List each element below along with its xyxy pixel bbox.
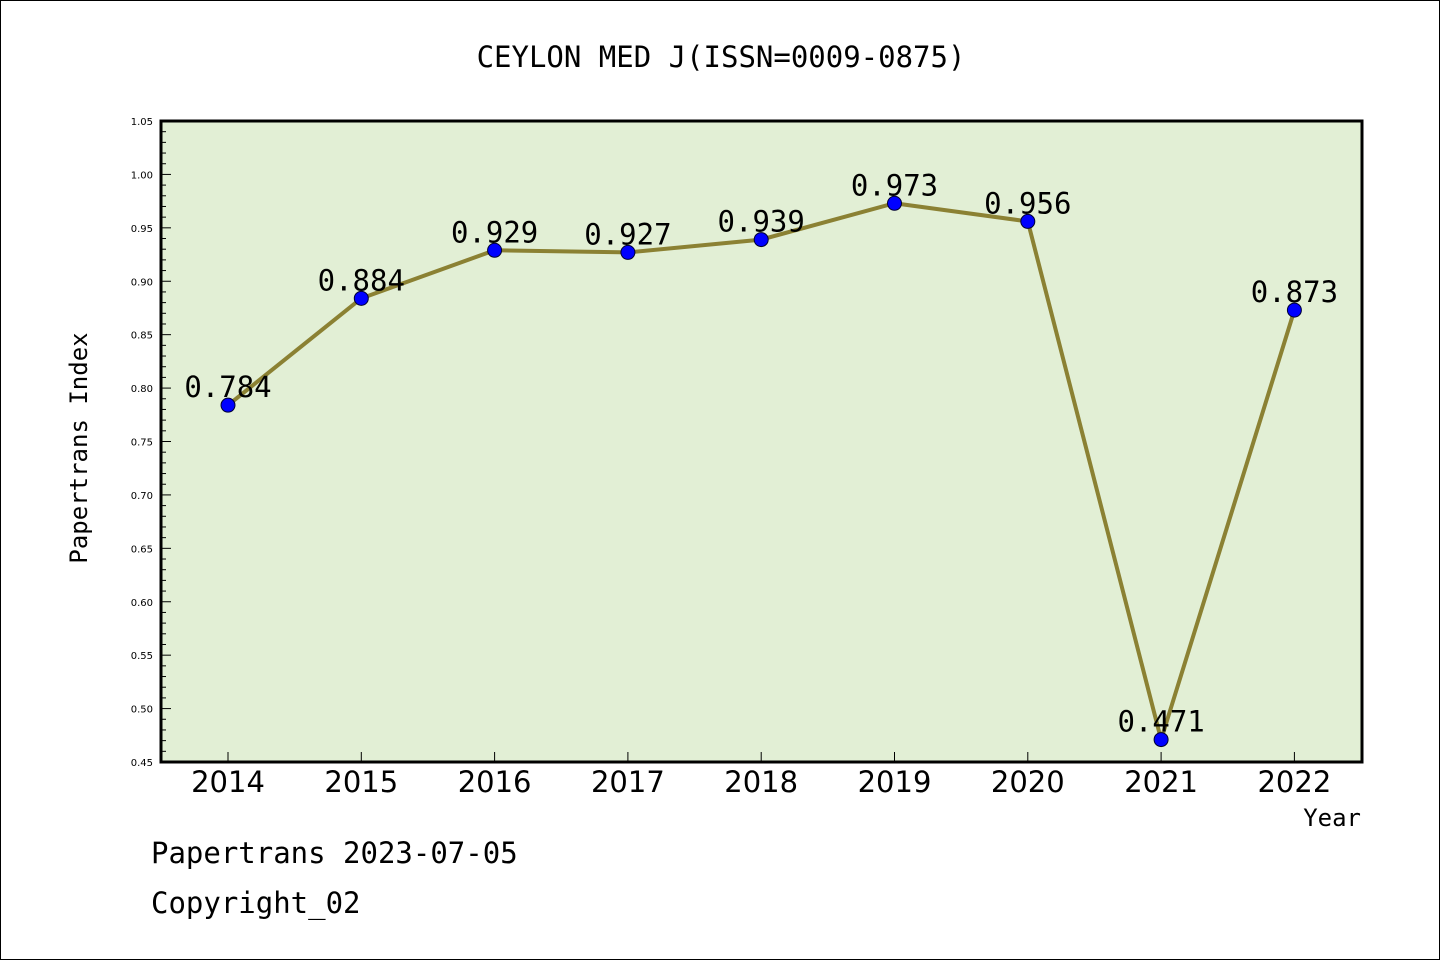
data-label: 0.929 <box>451 215 538 249</box>
x-axis: 2014 2015 2016 2017 2018 2019 2020 2021 2022 <box>191 752 1331 799</box>
x-tick-label: 2021 <box>1124 765 1198 799</box>
y-tick-label: 0.55 <box>131 651 153 662</box>
y-tick-label: 1.05 <box>131 117 153 128</box>
data-label: 0.884 <box>318 263 405 297</box>
y-tick-label: 0.45 <box>131 758 153 769</box>
data-point <box>1153 732 1169 748</box>
y-tick-label: 0.70 <box>131 491 153 502</box>
data-point <box>220 397 236 413</box>
y-tick-label: 0.85 <box>131 331 153 342</box>
x-tick-label: 2020 <box>991 765 1065 799</box>
x-tick-label: 2018 <box>724 765 798 799</box>
data-label: 0.939 <box>718 205 805 239</box>
data-label: 0.471 <box>1117 705 1204 739</box>
data-point <box>887 195 902 211</box>
data-point <box>487 242 503 258</box>
data-label: 0.973 <box>851 168 938 202</box>
data-point <box>1286 302 1302 318</box>
y-tick-label: 0.95 <box>131 224 153 235</box>
y-axis: 0.45 0.50 0.55 0.60 0.65 0.70 0.75 0.80 0.85 0.90… <box>131 117 171 769</box>
data-point <box>753 232 769 248</box>
y-tick-label: 0.90 <box>131 277 153 288</box>
plot-area <box>159 119 1364 764</box>
y-tick-label: 0.50 <box>131 705 153 716</box>
y-axis-label: Papertrans Index <box>65 332 93 563</box>
x-tick-label: 2015 <box>324 765 398 799</box>
data-point <box>353 290 369 306</box>
chart-title: CEYLON MED J(ISSN=0009-0875) <box>477 40 966 74</box>
series-layer: 0.784 0.884 0.929 0.927 0.939 0.973 0.956 0.471… <box>184 168 1338 748</box>
y-tick-label: 0.65 <box>131 544 153 555</box>
data-label: 0.927 <box>584 217 671 251</box>
y-tick-label: 0.60 <box>131 598 153 609</box>
footer-source: Papertrans 2023-07-05 <box>151 836 518 870</box>
data-label: 0.784 <box>184 370 271 404</box>
y-tick-label: 1.00 <box>131 170 153 181</box>
y-tick-label: 0.80 <box>131 384 153 395</box>
x-tick-label: 2022 <box>1257 765 1331 799</box>
x-axis-label: Year <box>1303 804 1361 832</box>
x-tick-label: 2016 <box>458 765 532 799</box>
data-point <box>1020 213 1036 229</box>
x-tick-label: 2019 <box>858 765 932 799</box>
x-tick-label: 2017 <box>591 765 665 799</box>
data-label: 0.956 <box>984 186 1071 220</box>
y-tick-label: 0.75 <box>131 438 153 449</box>
data-label: 0.873 <box>1251 275 1338 309</box>
x-tick-label: 2014 <box>191 765 265 799</box>
footer-copyright: Copyright_02 <box>151 886 361 920</box>
data-point <box>620 244 636 260</box>
